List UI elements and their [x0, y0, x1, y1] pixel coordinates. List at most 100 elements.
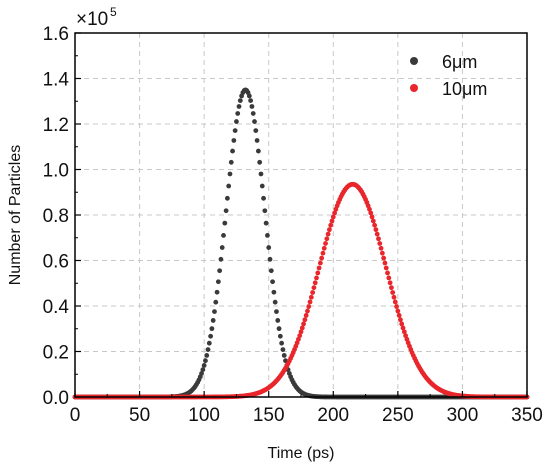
data-point — [224, 195, 230, 201]
data-point — [392, 299, 398, 305]
data-point — [272, 299, 278, 305]
data-point — [310, 290, 316, 295]
legend-marker — [410, 57, 418, 65]
data-point — [303, 313, 309, 318]
data-point — [228, 159, 234, 165]
data-point — [214, 289, 220, 295]
data-point — [383, 265, 389, 271]
data-point — [205, 347, 211, 353]
y-axis-label: Number of Particles — [7, 145, 24, 286]
x-axis-label: Time (ps) — [268, 445, 335, 462]
data-point — [330, 214, 336, 220]
data-point — [280, 347, 286, 353]
data-point — [382, 260, 388, 266]
y-tick-label: 0.2 — [43, 343, 69, 364]
data-point — [213, 299, 219, 305]
y-multiplier-base: ×10 — [76, 9, 108, 30]
data-point — [271, 289, 277, 295]
x-tick-label: 300 — [447, 405, 479, 426]
data-point — [367, 206, 372, 212]
data-point — [302, 317, 308, 323]
data-point — [206, 340, 212, 346]
data-point — [381, 255, 387, 261]
data-point — [316, 265, 322, 271]
data-point — [311, 285, 317, 291]
y-tick-label: 1.6 — [43, 24, 69, 45]
data-point — [299, 325, 305, 331]
data-point — [319, 255, 325, 261]
data-point — [236, 104, 242, 109]
data-point — [391, 294, 397, 300]
data-point — [387, 280, 393, 286]
data-point — [390, 290, 396, 295]
data-point — [386, 275, 392, 281]
data-point — [370, 218, 376, 224]
data-point — [263, 220, 269, 226]
data-point — [307, 299, 313, 305]
data-point — [267, 256, 273, 262]
data-point — [396, 313, 402, 318]
data-point — [255, 148, 261, 154]
data-point — [227, 171, 233, 177]
data-point — [201, 363, 207, 368]
data-point — [372, 222, 378, 228]
data-point — [276, 326, 282, 332]
x-tick-label: 50 — [129, 405, 150, 426]
data-point — [394, 304, 399, 309]
data-point — [320, 250, 326, 256]
data-point — [230, 148, 235, 154]
data-point — [254, 138, 260, 143]
legend-label: 10μm — [442, 79, 487, 99]
data-point — [226, 183, 232, 189]
y-axis-multiplier: ×10 5 — [76, 5, 117, 30]
data-point — [400, 325, 406, 331]
data-point — [250, 111, 256, 116]
data-point — [262, 208, 268, 214]
data-point — [324, 236, 330, 242]
x-tick-label: 150 — [253, 405, 285, 426]
y-multiplier-exponent: 5 — [110, 5, 117, 19]
y-tick-label: 1.4 — [43, 70, 70, 91]
data-point — [219, 245, 225, 250]
data-point — [325, 231, 331, 237]
data-point — [328, 222, 334, 228]
data-point — [266, 245, 272, 250]
data-point — [301, 321, 306, 327]
data-point — [234, 119, 239, 124]
data-point — [199, 371, 204, 376]
data-point — [200, 367, 206, 373]
x-tick-label: 250 — [382, 405, 414, 426]
data-point — [373, 227, 379, 233]
data-point — [378, 245, 384, 251]
data-point — [261, 195, 266, 201]
data-point — [314, 275, 319, 281]
data-point — [212, 309, 217, 315]
data-point — [369, 214, 375, 220]
data-point — [252, 119, 257, 124]
axis-ticks: 0 50 100 150 200 250 300 350 0.0 0.2 0.4 0.6 0.8 1.0 1… — [43, 24, 543, 426]
data-point — [306, 304, 312, 309]
data-point — [270, 279, 275, 285]
data-point — [403, 333, 409, 339]
data-point — [232, 128, 238, 133]
data-point — [377, 241, 383, 246]
data-point — [246, 93, 252, 99]
data-point — [222, 220, 228, 226]
data-point — [389, 285, 394, 291]
data-point — [296, 336, 301, 342]
data-point — [258, 171, 264, 177]
data-point — [268, 268, 274, 274]
y-tick-label: 0.4 — [43, 297, 70, 318]
data-point — [210, 318, 216, 323]
data-point — [215, 279, 221, 285]
data-point — [298, 329, 304, 335]
data-point — [323, 241, 328, 246]
data-point — [257, 159, 263, 165]
x-tick-label: 200 — [317, 405, 349, 426]
y-tick-label: 0.6 — [43, 252, 69, 273]
data-point — [308, 294, 314, 300]
data-point — [368, 210, 374, 216]
data-point — [327, 227, 332, 233]
series-layer — [72, 87, 530, 400]
x-tick-label: 100 — [188, 405, 220, 426]
